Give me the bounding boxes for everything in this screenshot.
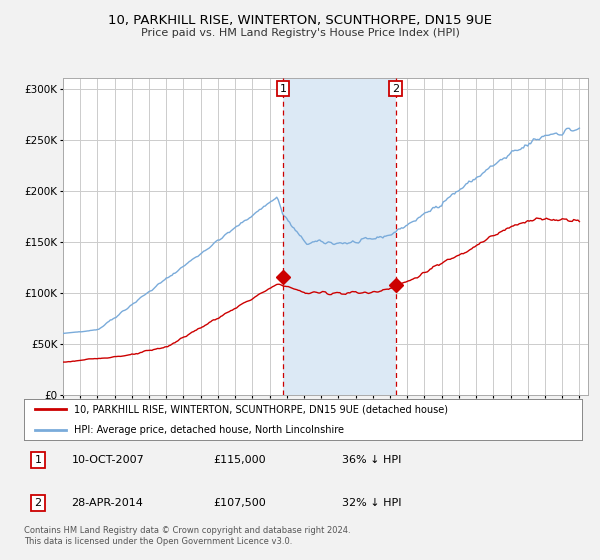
Text: HPI: Average price, detached house, North Lincolnshire: HPI: Average price, detached house, Nort… [74,424,344,435]
Text: Contains HM Land Registry data © Crown copyright and database right 2024.
This d: Contains HM Land Registry data © Crown c… [24,526,350,546]
Text: 2: 2 [34,498,41,508]
Text: £115,000: £115,000 [214,455,266,465]
Text: 36% ↓ HPI: 36% ↓ HPI [342,455,401,465]
Text: 10-OCT-2007: 10-OCT-2007 [71,455,144,465]
Text: 1: 1 [280,83,286,94]
Text: £107,500: £107,500 [214,498,266,508]
Bar [283,78,395,395]
Text: 10, PARKHILL RISE, WINTERTON, SCUNTHORPE, DN15 9UE (detached house): 10, PARKHILL RISE, WINTERTON, SCUNTHORPE… [74,404,448,414]
Text: 2: 2 [392,83,399,94]
Text: 28-APR-2014: 28-APR-2014 [71,498,143,508]
Text: 32% ↓ HPI: 32% ↓ HPI [342,498,401,508]
Text: Price paid vs. HM Land Registry's House Price Index (HPI): Price paid vs. HM Land Registry's House … [140,28,460,38]
Text: 10, PARKHILL RISE, WINTERTON, SCUNTHORPE, DN15 9UE: 10, PARKHILL RISE, WINTERTON, SCUNTHORPE… [108,14,492,27]
Text: 1: 1 [34,455,41,465]
